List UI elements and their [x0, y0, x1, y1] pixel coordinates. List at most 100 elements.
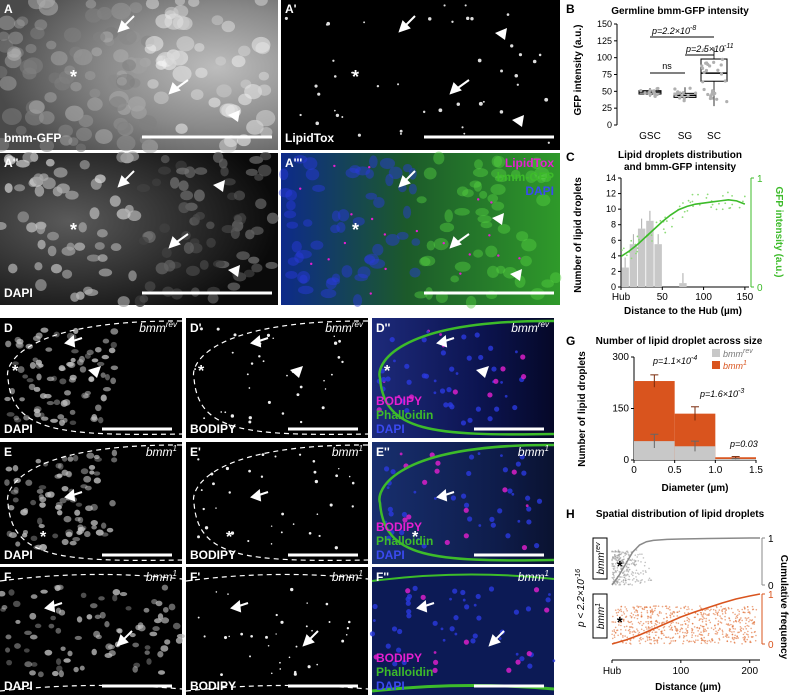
cell: [295, 249, 312, 259]
cell: [372, 243, 384, 256]
cell: [511, 469, 517, 475]
droplet-point: [618, 584, 620, 586]
nucleus: [78, 222, 87, 233]
droplet-point: [724, 607, 727, 610]
droplet-point: [628, 569, 630, 571]
y-tick-label: 0: [607, 120, 612, 130]
droplet-point: [698, 619, 701, 622]
cell: [386, 535, 392, 541]
lipid-dot: [316, 513, 319, 516]
droplet-point: [655, 631, 658, 633]
cell: [474, 332, 480, 338]
droplet-point: [626, 636, 629, 639]
nucleus: [53, 399, 61, 406]
cell: [520, 255, 532, 267]
cell: [396, 647, 402, 653]
droplet-point: [732, 611, 734, 614]
droplet-point: [625, 566, 628, 568]
cell: [385, 643, 391, 649]
droplet-point: [656, 621, 659, 624]
droplet-point: [644, 561, 647, 564]
panel-letter-A2: A'': [4, 156, 19, 170]
droplet-point: [629, 626, 632, 628]
nucleus: [0, 137, 10, 152]
channel-legend: Phalloidin: [376, 534, 433, 548]
droplet-point: [699, 624, 702, 627]
cell: [286, 221, 299, 229]
lipid-dot: [199, 327, 203, 331]
droplet-point: [611, 621, 613, 623]
data-point: [706, 92, 710, 97]
channel-label: DAPI: [4, 548, 33, 562]
droplet-point: [649, 606, 652, 608]
droplet-point: [643, 606, 646, 608]
gfp-point: [689, 201, 692, 204]
nucleus: [146, 658, 152, 665]
cell: [372, 619, 376, 622]
droplet-point: [612, 556, 614, 558]
nucleus: [72, 454, 79, 462]
droplet-point: [624, 606, 626, 608]
bar-bmmrev: [634, 441, 675, 460]
nucleus: [56, 584, 64, 591]
droplet-point: [750, 641, 752, 644]
cell: [402, 517, 408, 523]
droplet-point: [622, 581, 625, 583]
gfp-point: [625, 254, 628, 257]
nucleus: [56, 665, 63, 672]
cell: [419, 256, 431, 267]
droplet-point: [739, 625, 742, 628]
droplet-point: [628, 578, 631, 581]
droplet-point: [685, 628, 687, 630]
y-tick-label: 14: [606, 173, 616, 183]
droplet-point: [649, 609, 652, 612]
arrow-icon: [436, 489, 455, 502]
cell: [421, 337, 427, 343]
droplet-point: [688, 620, 690, 623]
droplet-point: [635, 609, 637, 611]
nucleus: [95, 634, 102, 640]
nucleus: [59, 135, 73, 146]
droplet-point: [755, 608, 758, 611]
droplet-point: [653, 624, 656, 627]
y2-tick-label: 0: [757, 283, 763, 294]
droplet-point: [634, 572, 637, 574]
nucleus: [174, 0, 186, 6]
cell: [475, 406, 482, 412]
droplet-point: [716, 614, 719, 617]
chart-title-line1: Lipid droplets distribution: [618, 150, 742, 161]
nucleus: [29, 612, 37, 620]
gfp-point: [622, 247, 625, 250]
nucleus: [220, 166, 229, 177]
y-tick-label: 0: [611, 282, 616, 292]
droplet-point: [649, 627, 651, 629]
droplet-point: [703, 612, 705, 615]
lipid-dot: [314, 84, 318, 88]
nucleus: [26, 222, 38, 233]
lipid-dot: [248, 416, 252, 420]
y-tick-label: 2: [611, 266, 616, 276]
droplet-point: [702, 613, 705, 616]
cell: [297, 285, 314, 295]
nucleus: [34, 185, 45, 197]
nucleus: [169, 177, 180, 189]
genotype-label: bmm1: [518, 569, 549, 584]
droplet-point: [637, 621, 640, 624]
nucleus: [94, 346, 102, 353]
lipid-dot: [227, 593, 229, 595]
gfp-point: [664, 216, 667, 219]
lipid-dot: [262, 360, 265, 363]
lipid-dot: [292, 523, 295, 525]
droplet-point: [722, 636, 725, 638]
droplet-point: [665, 612, 668, 615]
droplet-point: [731, 631, 733, 633]
nucleus: [100, 372, 106, 378]
nucleus: [70, 357, 76, 363]
lipid-dot: [335, 113, 340, 118]
data-point: [681, 91, 685, 95]
droplet-point: [651, 631, 654, 634]
droplet-point: [640, 628, 643, 631]
droplet-point: [704, 613, 707, 615]
lipid-dot: [510, 44, 514, 48]
lipid-dot: [286, 374, 288, 377]
